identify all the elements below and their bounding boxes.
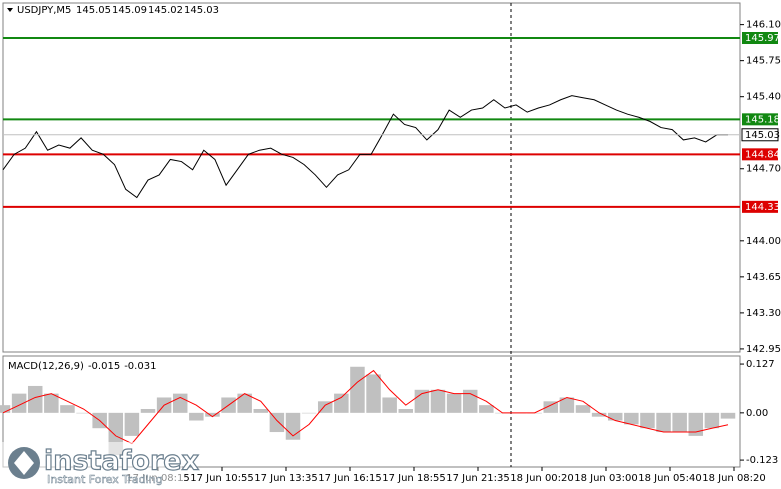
x-tick-label: 17 Jun 10:55 bbox=[190, 473, 254, 484]
y-tick-label: 143.65 bbox=[746, 272, 781, 283]
level-label: 145.97 bbox=[745, 33, 780, 44]
histogram-bar bbox=[672, 412, 687, 433]
histogram-bar bbox=[350, 366, 365, 413]
histogram-bar bbox=[591, 412, 607, 417]
histogram-bar bbox=[430, 389, 446, 413]
x-tick-label: 18 Jun 03:00 bbox=[574, 473, 638, 484]
histogram-bar bbox=[688, 412, 704, 436]
y-tick-label: 142.95 bbox=[746, 344, 781, 355]
macd-title-part: -0.031 bbox=[124, 361, 156, 372]
low: 145.02 bbox=[148, 5, 183, 16]
histogram-bar bbox=[253, 409, 269, 413]
histogram-bar bbox=[543, 401, 559, 413]
close: 145.03 bbox=[184, 5, 219, 16]
histogram-bar bbox=[398, 409, 414, 413]
x-tick-label: 17 Jun 21:35 bbox=[446, 473, 510, 484]
histogram-bar bbox=[559, 397, 575, 413]
x-tick-label: 18 Jun 05:40 bbox=[638, 473, 702, 484]
y-tick-label: 143.30 bbox=[746, 308, 781, 319]
histogram-bar bbox=[140, 409, 156, 413]
histogram-bar bbox=[301, 412, 317, 414]
histogram-bar bbox=[607, 412, 623, 421]
histogram-bar bbox=[446, 393, 462, 413]
x-tick-label: 17 Jun 13:35 bbox=[254, 473, 318, 484]
y-tick-label: 146.10 bbox=[746, 20, 781, 31]
y-tick-label: 145.40 bbox=[746, 92, 781, 103]
histogram-bar bbox=[205, 412, 220, 417]
histogram-bar bbox=[624, 412, 639, 425]
histogram-bar bbox=[27, 385, 43, 413]
price-panel bbox=[2, 2, 741, 353]
x-tick-label: 17 Jun 16:15 bbox=[318, 473, 382, 484]
histogram-bar bbox=[237, 393, 252, 413]
level-box bbox=[742, 32, 778, 45]
y-tick-label: 0.127 bbox=[746, 359, 775, 370]
histogram-bar bbox=[479, 405, 494, 413]
histogram-bar bbox=[317, 401, 333, 413]
macd-title-part: -0.015 bbox=[88, 361, 120, 372]
level-label: 144.84 bbox=[745, 149, 780, 160]
histogram-bar bbox=[60, 405, 75, 413]
histogram-bar bbox=[11, 393, 27, 413]
menu-arrow bbox=[7, 8, 13, 12]
histogram-bar bbox=[720, 412, 736, 419]
histogram-bar bbox=[334, 393, 349, 413]
macd-title: MACD(12,26,9) -0.015 -0.031 bbox=[8, 361, 156, 372]
y-tick-label: 144.70 bbox=[746, 164, 781, 175]
y-tick-label: 145.75 bbox=[746, 56, 781, 67]
symbol: USDJPY,M5 bbox=[17, 5, 71, 16]
level-label: 145.18 bbox=[745, 114, 780, 125]
signal-line bbox=[2, 369, 729, 445]
histogram-bar bbox=[0, 405, 11, 413]
high: 145.09 bbox=[112, 5, 147, 16]
histogram-bar bbox=[640, 412, 655, 429]
y-tick-label: 0.00 bbox=[746, 408, 768, 419]
histogram-bar bbox=[124, 412, 140, 436]
y-tick-label: -0.123 bbox=[746, 455, 778, 466]
histogram-bar bbox=[366, 374, 381, 413]
level-box bbox=[742, 113, 778, 126]
level-box bbox=[742, 200, 778, 213]
close-label: 145.03 bbox=[745, 130, 780, 141]
open: 145.05 bbox=[76, 5, 111, 16]
histogram-bar bbox=[382, 397, 397, 413]
watermark-brand: instaforex bbox=[44, 446, 199, 477]
histogram-bar bbox=[414, 389, 430, 413]
level-box bbox=[742, 148, 778, 161]
macd-title-part: MACD(12,26,9) bbox=[8, 361, 84, 372]
y-tick-label: 144.00 bbox=[746, 236, 781, 247]
price-line bbox=[2, 95, 728, 199]
x-tick-label: 18 Jun 08:20 bbox=[702, 473, 766, 484]
close-box bbox=[741, 128, 779, 142]
histogram-bar bbox=[76, 412, 91, 414]
watermark-tagline: Instant Forex Trading bbox=[47, 473, 163, 486]
histogram-bar bbox=[189, 412, 204, 421]
histogram-bar bbox=[172, 393, 188, 413]
histogram-bar bbox=[44, 393, 59, 413]
histogram-bar bbox=[656, 412, 671, 433]
level-label: 144.33 bbox=[745, 202, 780, 213]
histogram-bar bbox=[575, 405, 591, 413]
watermark-icon-mark bbox=[14, 451, 34, 475]
histogram-bar bbox=[704, 412, 720, 429]
histogram-bar bbox=[269, 412, 285, 433]
x-tick-label: 17 Jun 18:55 bbox=[382, 473, 446, 484]
x-tick-label: 18 Jun 00:20 bbox=[510, 473, 574, 484]
